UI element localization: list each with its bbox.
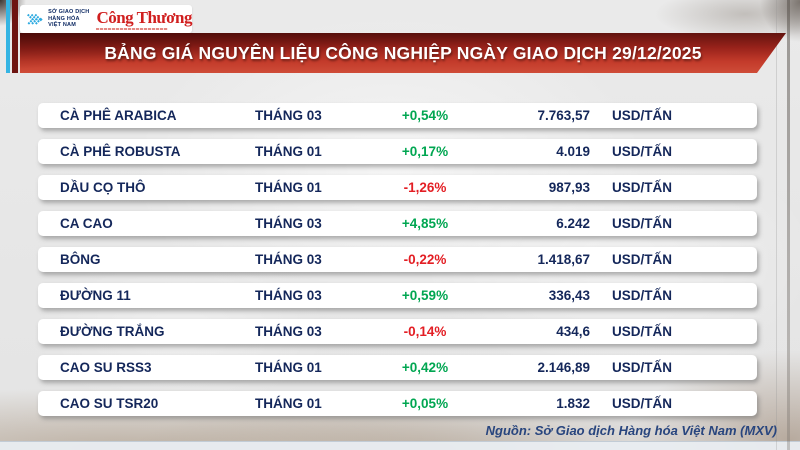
price-unit: USD/TẤN bbox=[612, 108, 672, 123]
mxv-org-line: HÀNG HÓA bbox=[48, 15, 80, 22]
price-unit: USD/TẤN bbox=[612, 216, 672, 231]
title-banner: BẢNG GIÁ NGUYÊN LIỆU CÔNG NGHIỆP NGÀY GI… bbox=[20, 33, 786, 73]
table-row: CÀ PHÊ ROBUSTA THÁNG 01 +0,17% 4.019 USD… bbox=[38, 139, 757, 164]
commodity-name: ĐƯỜNG 11 bbox=[60, 288, 131, 303]
price-value: 987,93 bbox=[548, 180, 590, 195]
cong-thuong-tagline-line bbox=[96, 27, 169, 30]
change-percent: -0,22% bbox=[403, 252, 447, 267]
change-percent: +0,54% bbox=[401, 108, 449, 123]
change-percent: +0,05% bbox=[401, 396, 449, 411]
price-unit: USD/TẤN bbox=[612, 288, 672, 303]
cong-thuong-logo: Công Thương bbox=[96, 9, 192, 30]
contract-month: THÁNG 01 bbox=[255, 180, 322, 195]
mxv-logo-text: SỞ GIAO DỊCH HÀNG HÓA VIỆT NAM bbox=[48, 9, 89, 29]
commodity-name: CÀ PHÊ ARABICA bbox=[60, 108, 177, 123]
change-percent: +4,85% bbox=[401, 216, 449, 231]
photo-edge-line-faint bbox=[776, 0, 777, 450]
contract-month: THÁNG 03 bbox=[255, 324, 322, 339]
price-value: 7.763,57 bbox=[537, 108, 590, 123]
price-unit: USD/TẤN bbox=[612, 324, 672, 339]
price-unit: USD/TẤN bbox=[612, 144, 672, 159]
change-percent: +0,59% bbox=[401, 288, 449, 303]
price-unit: USD/TẤN bbox=[612, 252, 672, 267]
price-unit: USD/TẤN bbox=[612, 360, 672, 375]
table-row: CÀ PHÊ ARABICA THÁNG 03 +0,54% 7.763,57 … bbox=[38, 103, 757, 128]
table-row: CAO SU TSR20 THÁNG 01 +0,05% 1.832 USD/T… bbox=[38, 391, 757, 416]
price-value: 434,6 bbox=[556, 324, 590, 339]
price-unit: USD/TẤN bbox=[612, 180, 672, 195]
commodity-name: ĐƯỜNG TRẮNG bbox=[60, 324, 165, 339]
mxv-org-line: SỞ GIAO DỊCH bbox=[48, 9, 90, 16]
commodity-name: CA CAO bbox=[60, 216, 113, 231]
change-percent: +0,42% bbox=[401, 360, 449, 375]
contract-month: THÁNG 01 bbox=[255, 144, 322, 159]
contract-month: THÁNG 03 bbox=[255, 216, 322, 231]
price-unit: USD/TẤN bbox=[612, 396, 672, 411]
contract-month: THÁNG 03 bbox=[255, 252, 322, 267]
table-row: CA CAO THÁNG 03 +4,85% 6.242 USD/TẤN bbox=[38, 211, 757, 236]
change-percent: +0,17% bbox=[401, 144, 449, 159]
left-accent-stripe-cyan bbox=[6, 0, 10, 73]
contract-month: THÁNG 03 bbox=[255, 108, 322, 123]
commodity-name: CAO SU TSR20 bbox=[60, 396, 159, 411]
logo-bar: SỞ GIAO DỊCH HÀNG HÓA VIỆT NAM Công Thươ… bbox=[20, 5, 192, 33]
contract-month: THÁNG 03 bbox=[255, 288, 322, 303]
mxv-chevrons-icon bbox=[27, 13, 43, 25]
left-accent-stripe-maroon bbox=[12, 0, 18, 73]
contract-month: THÁNG 01 bbox=[255, 396, 322, 411]
commodity-name: CÀ PHÊ ROBUSTA bbox=[60, 144, 181, 159]
price-value: 336,43 bbox=[548, 288, 590, 303]
commodity-name: CAO SU RSS3 bbox=[60, 360, 152, 375]
table-row: CAO SU RSS3 THÁNG 01 +0,42% 2.146,89 USD… bbox=[38, 355, 757, 380]
commodity-name: DẦU CỌ THÔ bbox=[60, 180, 146, 195]
table-row: ĐƯỜNG TRẮNG THÁNG 03 -0,14% 434,6 USD/TẤ… bbox=[38, 319, 757, 344]
price-value: 2.146,89 bbox=[537, 360, 590, 375]
commodity-name: BÔNG bbox=[60, 252, 101, 267]
price-value: 1.832 bbox=[556, 396, 590, 411]
bottom-strip bbox=[0, 441, 800, 450]
price-value: 1.418,67 bbox=[537, 252, 590, 267]
page-title: BẢNG GIÁ NGUYÊN LIỆU CÔNG NGHIỆP NGÀY GI… bbox=[104, 42, 702, 63]
cong-thuong-wordmark: Công Thương bbox=[96, 7, 192, 27]
table-row: ĐƯỜNG 11 THÁNG 03 +0,59% 336,43 USD/TẤN bbox=[38, 283, 757, 308]
table-row: BÔNG THÁNG 03 -0,22% 1.418,67 USD/TẤN bbox=[38, 247, 757, 272]
photo-edge-line bbox=[787, 0, 790, 450]
price-value: 6.242 bbox=[556, 216, 590, 231]
source-note: Nguồn: Sở Giao dịch Hàng hóa Việt Nam (M… bbox=[485, 423, 777, 438]
price-value: 4.019 bbox=[556, 144, 590, 159]
price-table: CÀ PHÊ ARABICA THÁNG 03 +0,54% 7.763,57 … bbox=[38, 103, 757, 427]
change-percent: -1,26% bbox=[403, 180, 447, 195]
change-percent: -0,14% bbox=[403, 324, 447, 339]
contract-month: THÁNG 01 bbox=[255, 360, 322, 375]
mxv-org-line: VIỆT NAM bbox=[48, 22, 77, 29]
table-row: DẦU CỌ THÔ THÁNG 01 -1,26% 987,93 USD/TẤ… bbox=[38, 175, 757, 200]
